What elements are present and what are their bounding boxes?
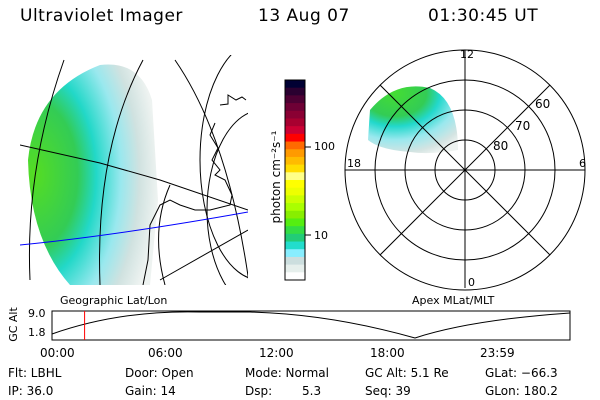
lat-70: 70 [515, 119, 531, 133]
glon-status: GLon: 180.2 [485, 384, 558, 398]
instrument-title: Ultraviolet Imager [20, 6, 183, 26]
colorbar-swatch [285, 187, 305, 196]
door-status: Door: Open [125, 366, 194, 380]
geographic-label: Geographic Lat/Lon [60, 294, 168, 307]
xtick-12: 12:00 [259, 346, 294, 360]
colorbar-swatch [285, 133, 305, 143]
glat-status: GLat: −66.3 [485, 366, 558, 380]
polar-auroral-region [368, 86, 458, 154]
hour-12: 12 [460, 48, 474, 61]
colorbar-swatch [285, 241, 305, 250]
colorbar-swatch [285, 164, 305, 173]
xtick-24: 23:59 [480, 346, 515, 360]
coastline [142, 94, 247, 285]
colorbar-swatch [285, 218, 305, 227]
altitude-plot [51, 310, 571, 341]
colorbar-tick-10: 10 [314, 229, 328, 242]
colorbar-tick-100: 100 [314, 140, 335, 153]
colorbar-swatch [285, 256, 305, 266]
colorbar-swatch [285, 156, 305, 166]
date-label: 13 Aug 07 [258, 6, 350, 26]
ip-status: IP: 36.0 [8, 384, 54, 398]
filter-status: Flt: LBHL [8, 366, 62, 380]
colorbar-swatch [285, 233, 305, 243]
colorbar-swatch [285, 264, 305, 273]
ytick-9: 9.0 [28, 307, 46, 320]
time-label: 01:30:45 UT [428, 6, 539, 26]
xtick-6: 06:00 [148, 346, 183, 360]
colorbar-swatch [285, 226, 305, 235]
colorbar-swatch [285, 141, 305, 150]
altitude-ylabel: GC Alt [6, 307, 20, 342]
auroral-emission-region [28, 64, 158, 285]
colorbar-swatch [285, 95, 305, 104]
altitude-curve [51, 311, 571, 339]
gc-alt-status: GC Alt: 5.1 Re [365, 366, 449, 380]
colorbar-swatch [285, 110, 305, 119]
dsp-label: Dsp: [245, 384, 273, 398]
colorbar-label: photon cm⁻²s⁻¹ [269, 130, 283, 224]
colorbar-swatch [285, 87, 305, 96]
colorbar-swatch [285, 272, 305, 281]
colorbar-swatch [285, 172, 305, 181]
xtick-18: 18:00 [370, 346, 405, 360]
colorbar-swatch [285, 180, 305, 189]
ytick-1.8: 1.8 [28, 326, 46, 339]
apex-polar-plot [344, 49, 586, 291]
xtick-0: 00:00 [40, 346, 75, 360]
gain-status: Gain: 14 [125, 384, 176, 398]
apex-label: Apex MLat/MLT [412, 294, 495, 307]
hour-0: 0 [468, 276, 475, 289]
colorbar-swatch [285, 126, 305, 135]
seq-status: Seq: 39 [365, 384, 411, 398]
colorbar-swatch [285, 249, 305, 258]
dsp-value: 5.3 [302, 384, 322, 398]
lat-60: 60 [535, 97, 551, 111]
lat-80: 80 [493, 139, 509, 153]
colorbar [285, 80, 305, 281]
colorbar-swatch [285, 118, 305, 127]
colorbar-swatch [285, 149, 305, 158]
mode-status: Mode: Normal [245, 366, 329, 380]
colorbar-swatch [285, 203, 305, 212]
colorbar-swatch [285, 103, 305, 112]
colorbar-swatch [285, 210, 305, 219]
colorbar-swatch [285, 195, 305, 204]
orbit-track [20, 211, 248, 246]
hour-6: 6 [579, 157, 586, 170]
hour-18: 18 [347, 157, 361, 170]
colorbar-swatch [285, 80, 305, 89]
